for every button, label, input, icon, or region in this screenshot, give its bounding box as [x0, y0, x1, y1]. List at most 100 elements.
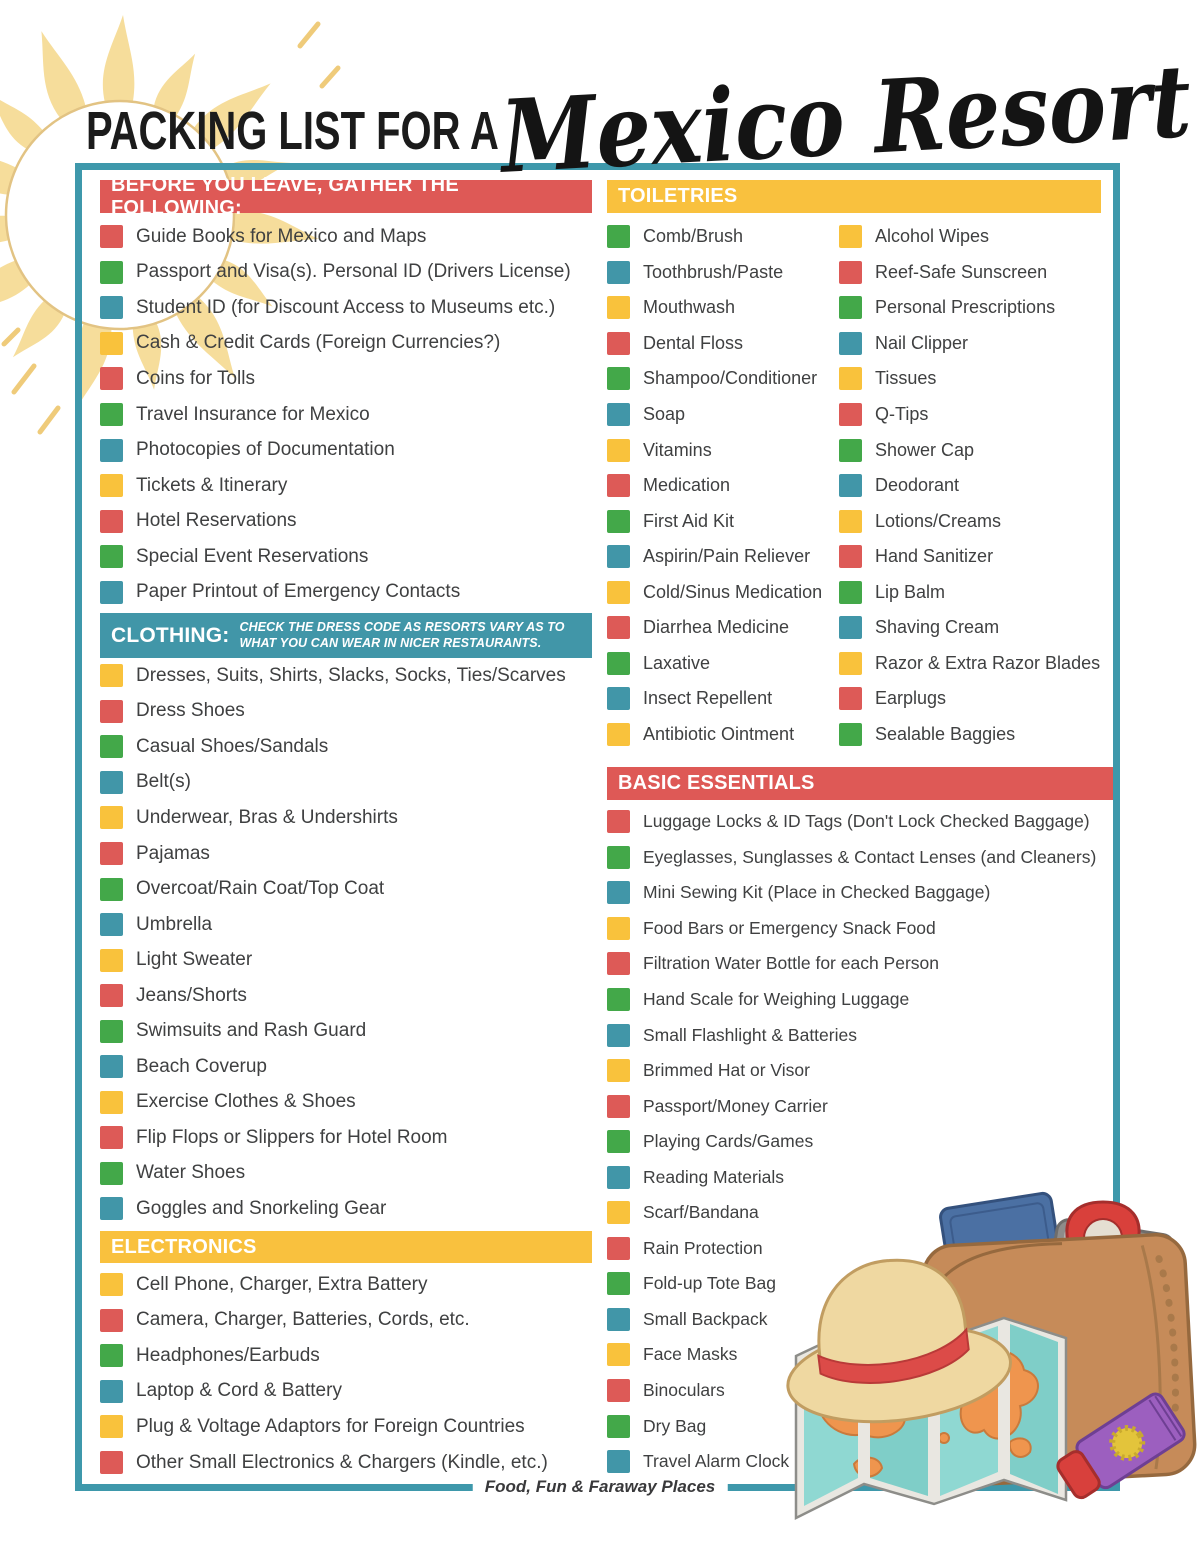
- checklist-item: Laptop & Cord & Battery: [100, 1374, 592, 1410]
- item-label: Eyeglasses, Sunglasses & Contact Lenses …: [643, 846, 1097, 867]
- checkbox-swatch: [100, 1344, 123, 1368]
- checkbox-swatch: [100, 474, 123, 498]
- section-header-clothing: CLOTHING: CHECK THE DRESS CODE AS RESORT…: [100, 613, 592, 658]
- checklist-item: Food Bars or Emergency Snack Food: [607, 911, 1113, 947]
- item-label: Reef-Safe Sunscreen: [875, 261, 1048, 282]
- section-header-toiletries: TOILETRIES: [607, 180, 1101, 213]
- checklist-item: Small Backpack: [607, 1302, 1113, 1338]
- checklist-item: Underwear, Bras & Undershirts: [100, 800, 592, 836]
- checkbox-swatch: [607, 1450, 630, 1474]
- checklist-item: Hand Sanitizer: [839, 539, 1113, 575]
- item-label: Exercise Clothes & Shoes: [136, 1091, 356, 1113]
- checkbox-swatch: [607, 509, 630, 533]
- checkbox-swatch: [839, 296, 862, 320]
- checkbox-swatch: [100, 1019, 123, 1043]
- checklist-item: Special Event Reservations: [100, 539, 592, 575]
- checklist-item: Camera, Charger, Batteries, Cords, etc.: [100, 1303, 592, 1339]
- item-label: Small Flashlight & Batteries: [643, 1024, 857, 1045]
- item-label: Water Shoes: [136, 1162, 246, 1184]
- checklist-item: Other Small Electronics & Chargers (Kind…: [100, 1445, 592, 1481]
- checkbox-swatch: [607, 331, 630, 355]
- checkbox-swatch: [100, 948, 123, 972]
- checkbox-swatch: [100, 1308, 123, 1332]
- item-label: Deodorant: [875, 475, 960, 496]
- checklist-item: Eyeglasses, Sunglasses & Contact Lenses …: [607, 840, 1113, 876]
- checkbox-swatch: [100, 225, 123, 249]
- checkbox-swatch: [607, 1023, 630, 1047]
- item-label: Pajamas: [136, 842, 210, 864]
- checklist-item: Antibiotic Ointment: [607, 717, 837, 753]
- item-label: Flip Flops or Slippers for Hotel Room: [136, 1126, 448, 1148]
- item-label: Lip Balm: [875, 581, 946, 602]
- item-label: Cash & Credit Cards (Foreign Currencies?…: [136, 332, 501, 354]
- item-label: Sealable Baggies: [875, 723, 1016, 744]
- checklist-item: Umbrella: [100, 907, 592, 943]
- toiletries-list-left: Comb/Brush Toothbrush/Paste Mouthwash Denta…: [607, 219, 837, 752]
- item-label: Shower Cap: [875, 439, 975, 460]
- checkbox-swatch: [100, 770, 123, 794]
- checklist-item: Photocopies of Documentation: [100, 432, 592, 468]
- item-label: Luggage Locks & ID Tags (Don't Lock Chec…: [643, 811, 1090, 832]
- checkbox-swatch: [839, 438, 862, 462]
- checklist-item: Dress Shoes: [100, 694, 592, 730]
- item-label: Dresses, Suits, Shirts, Slacks, Socks, T…: [136, 664, 566, 686]
- item-label: Antibiotic Ointment: [643, 723, 795, 744]
- checkbox-swatch: [839, 367, 862, 391]
- checkbox-swatch: [100, 509, 123, 533]
- item-label: Special Event Reservations: [136, 545, 369, 567]
- item-label: Earplugs: [875, 688, 947, 709]
- item-label: Filtration Water Bottle for each Person: [643, 953, 940, 974]
- checklist-item: Hotel Reservations: [100, 503, 592, 539]
- checklist-item: Casual Shoes/Sandals: [100, 729, 592, 765]
- sunscreen-tube-icon: [1056, 1392, 1186, 1500]
- checklist-item: Passport and Visa(s). Personal ID (Drive…: [100, 255, 592, 291]
- checkbox-swatch: [607, 1343, 630, 1367]
- checklist-item: Swimsuits and Rash Guard: [100, 1013, 592, 1049]
- left-column: BEFORE YOU LEAVE, GATHER THE FOLLOWING: …: [100, 170, 592, 1484]
- checklist-item: Passport/Money Carrier: [607, 1088, 1113, 1124]
- checklist-item: Exercise Clothes & Shoes: [100, 1085, 592, 1121]
- item-label: Medication: [643, 475, 731, 496]
- clothing-list: Dresses, Suits, Shirts, Slacks, Socks, T…: [100, 658, 592, 1227]
- item-label: Tissues: [875, 368, 937, 389]
- item-label: Brimmed Hat or Visor: [643, 1060, 810, 1081]
- checklist-item: Paper Printout of Emergency Contacts: [100, 574, 592, 610]
- checkbox-swatch: [607, 1307, 630, 1331]
- checkbox-swatch: [100, 699, 123, 723]
- checkbox-swatch: [839, 403, 862, 426]
- checkbox-swatch: [607, 403, 630, 426]
- checkbox-swatch: [100, 1273, 123, 1297]
- item-label: Vitamins: [643, 439, 712, 460]
- checkbox-swatch: [607, 810, 630, 834]
- checklist-item: Reef-Safe Sunscreen: [839, 255, 1113, 291]
- checkbox-swatch: [607, 616, 630, 640]
- checklist-item: Lotions/Creams: [839, 503, 1113, 539]
- checkbox-swatch: [100, 331, 123, 355]
- page-title-prefix: PACKING LIST FOR A: [86, 101, 499, 161]
- checklist-item: Hand Scale for Weighing Luggage: [607, 982, 1113, 1018]
- checklist-item: Luggage Locks & ID Tags (Don't Lock Chec…: [607, 804, 1113, 840]
- item-label: Tickets & Itinerary: [136, 474, 288, 496]
- item-label: Cell Phone, Charger, Extra Battery: [136, 1273, 428, 1295]
- item-label: Passport/Money Carrier: [643, 1095, 828, 1116]
- checkbox-swatch: [100, 438, 123, 462]
- checklist-item: Q-Tips: [839, 397, 1113, 433]
- checklist-item: Shampoo/Conditioner: [607, 361, 837, 397]
- checkbox-swatch: [100, 260, 123, 284]
- checklist-item: Rain Protection: [607, 1231, 1113, 1267]
- checkbox-swatch: [607, 1130, 630, 1154]
- checkbox-swatch: [607, 687, 630, 711]
- checklist-item: Jeans/Shorts: [100, 978, 592, 1014]
- checkbox-swatch: [839, 580, 862, 604]
- checklist-item: Reading Materials: [607, 1159, 1113, 1195]
- item-label: Aspirin/Pain Reliever: [643, 546, 811, 567]
- item-label: Alcohol Wipes: [875, 226, 990, 247]
- checklist-item: Personal Prescriptions: [839, 290, 1113, 326]
- item-label: Mini Sewing Kit (Place in Checked Baggag…: [643, 882, 991, 903]
- item-label: Hotel Reservations: [136, 510, 297, 532]
- item-label: Rain Protection: [643, 1237, 763, 1258]
- checkbox-swatch: [607, 545, 630, 569]
- checklist-item: Laxative: [607, 646, 837, 682]
- checkbox-swatch: [839, 651, 862, 675]
- checkbox-swatch: [607, 845, 630, 869]
